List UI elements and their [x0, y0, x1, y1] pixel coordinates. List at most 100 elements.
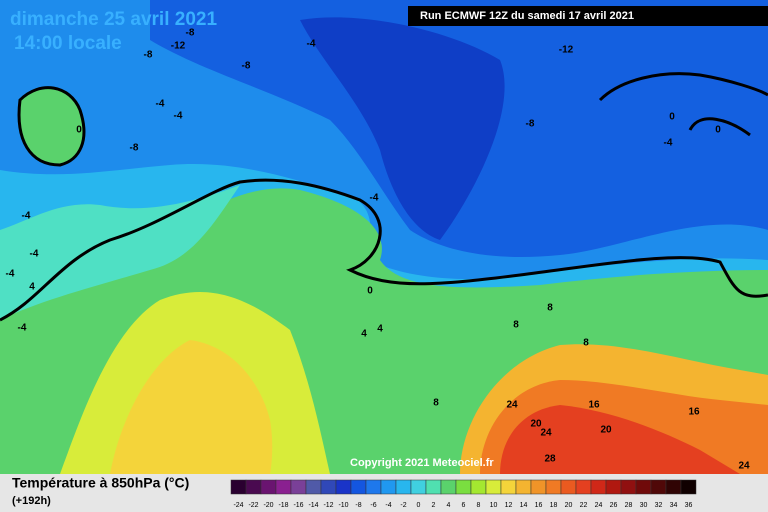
contour-label: 16 — [688, 407, 700, 418]
zero-isotherm — [0, 178, 768, 322]
scale-label: -20 — [263, 502, 273, 509]
scale-label: 32 — [655, 502, 663, 509]
scale-swatch — [440, 479, 457, 495]
scale-label: 34 — [670, 502, 678, 509]
scale-label: 16 — [535, 502, 543, 509]
contour-label: -4 — [18, 323, 27, 334]
contour-label: 4 — [361, 329, 367, 340]
contour-label: -8 — [242, 61, 251, 72]
contour-label: 8 — [547, 303, 553, 314]
contour-label: -8 — [186, 28, 195, 39]
run-info: Run ECMWF 12Z du samedi 17 avril 2021 — [420, 10, 634, 22]
contour-label: 20 — [600, 425, 612, 436]
zero-isotherm — [598, 72, 768, 137]
scale-swatch — [380, 479, 397, 495]
scale-label: -8 — [355, 502, 361, 509]
scale-swatch — [275, 479, 292, 495]
contour-label: 4 — [377, 324, 383, 335]
scale-label: 8 — [477, 502, 481, 509]
contour-label: -8 — [144, 50, 153, 61]
contour-label: 20 — [530, 419, 542, 430]
contour-label: -4 — [664, 138, 673, 149]
scale-swatch — [575, 479, 592, 495]
map-date: dimanche 25 avril 2021 — [10, 9, 217, 30]
scale-swatch — [245, 479, 262, 495]
scale-swatch — [305, 479, 322, 495]
warm-zone — [110, 340, 273, 474]
scale-swatch — [410, 479, 427, 495]
contour-label: 0 — [76, 125, 82, 136]
scale-swatch — [515, 479, 532, 495]
scale-label: -16 — [293, 502, 303, 509]
legend-lead: (+192h) — [12, 495, 51, 507]
contour-label: 16 — [588, 400, 600, 411]
scale-swatch — [665, 479, 682, 495]
mild-zone — [0, 185, 240, 320]
contour-label: -4 — [22, 211, 31, 222]
scale-label: -12 — [323, 502, 333, 509]
scale-label: 0 — [417, 502, 421, 509]
contour-label: -4 — [156, 99, 165, 110]
scale-swatch — [335, 479, 352, 495]
scale-swatch — [350, 479, 367, 495]
scale-swatch — [470, 479, 487, 495]
scale-swatch — [605, 479, 622, 495]
scale-label: 20 — [565, 502, 573, 509]
scale-label: 6 — [462, 502, 466, 509]
cold-core — [300, 17, 505, 240]
contour-label: 0 — [367, 286, 373, 297]
scale-label: 36 — [685, 502, 693, 509]
scale-label: 4 — [447, 502, 451, 509]
contour-label: -8 — [130, 143, 139, 154]
contour-label: -4 — [174, 111, 183, 122]
scale-swatch — [290, 479, 307, 495]
scale-swatch — [485, 479, 502, 495]
contour-label: -4 — [6, 269, 15, 280]
scale-label: -24 — [233, 502, 243, 509]
scale-label: -22 — [248, 502, 258, 509]
scale-label: 30 — [640, 502, 648, 509]
scale-swatch — [455, 479, 472, 495]
scale-swatch — [365, 479, 382, 495]
scale-label: 10 — [490, 502, 498, 509]
scale-label: -4 — [385, 502, 391, 509]
scale-swatch — [530, 479, 547, 495]
contour-label: 24 — [540, 428, 552, 439]
scale-label: -18 — [278, 502, 288, 509]
contour-label: -12 — [559, 45, 574, 56]
contour-label: -12 — [171, 41, 186, 52]
scale-swatch — [635, 479, 652, 495]
scale-swatch — [560, 479, 577, 495]
contour-label: -4 — [307, 39, 316, 50]
contour-label: 4 — [29, 282, 35, 293]
contour-label: -4 — [30, 249, 39, 260]
scale-label: -6 — [370, 502, 376, 509]
scale-label: -14 — [308, 502, 318, 509]
scale-swatch — [395, 479, 412, 495]
scale-swatch — [500, 479, 517, 495]
scale-label: 24 — [595, 502, 603, 509]
scale-swatch — [260, 479, 277, 495]
scale-swatch — [650, 479, 667, 495]
scale-swatch — [320, 479, 337, 495]
contour-label: 24 — [506, 400, 518, 411]
contour-label: 0 — [715, 125, 721, 136]
contour-label: 28 — [544, 454, 556, 465]
contour-label: -8 — [526, 119, 535, 130]
scale-label: 2 — [432, 502, 436, 509]
scale-label: 22 — [580, 502, 588, 509]
run-banner — [408, 6, 768, 26]
contour-label: 24 — [738, 461, 750, 472]
scale-label: 18 — [550, 502, 558, 509]
scale-swatch — [425, 479, 442, 495]
scale-swatch — [545, 479, 562, 495]
scale-swatch — [680, 479, 697, 495]
contour-label: 8 — [583, 338, 589, 349]
scale-label: 26 — [610, 502, 618, 509]
map-time: 14:00 locale — [14, 33, 122, 54]
contour-label: 8 — [513, 320, 519, 331]
scale-swatch — [590, 479, 607, 495]
scale-swatch — [230, 479, 247, 495]
